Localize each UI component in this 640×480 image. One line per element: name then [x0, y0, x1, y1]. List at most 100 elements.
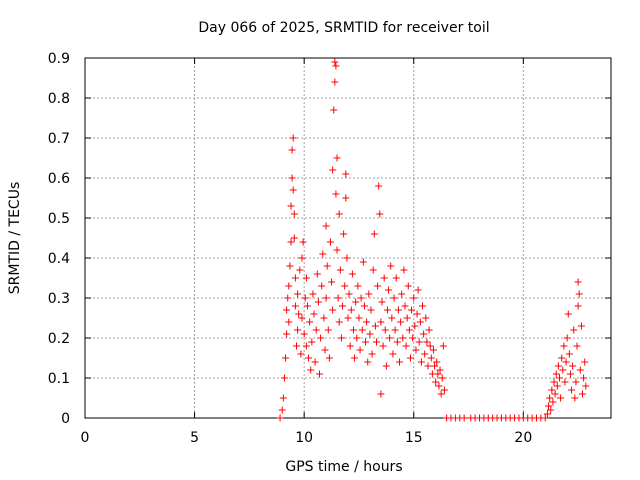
data-point [555, 374, 563, 382]
data-point [332, 190, 340, 198]
data-point [416, 318, 424, 326]
data-point [391, 326, 399, 334]
data-point [383, 306, 391, 314]
data-point [294, 326, 302, 334]
data-point [306, 318, 314, 326]
data-point [380, 274, 388, 282]
data-point [334, 294, 342, 302]
data-point [367, 306, 375, 314]
data-point [576, 366, 584, 374]
chart-title: Day 066 of 2025, SRMTID for receiver toi… [198, 20, 489, 36]
data-point [388, 314, 396, 322]
data-point [307, 366, 315, 374]
data-point [389, 350, 397, 358]
data-point [348, 270, 356, 278]
data-point [280, 374, 288, 382]
data-point [386, 334, 394, 342]
data-point [291, 274, 299, 282]
data-point [427, 354, 435, 362]
data-point [356, 346, 364, 354]
data-point [319, 250, 327, 258]
data-point [392, 274, 400, 282]
data-point [422, 314, 430, 322]
data-point [409, 334, 417, 342]
data-point [349, 326, 357, 334]
data-point [313, 270, 321, 278]
data-point [574, 278, 582, 286]
data-point [290, 234, 298, 242]
data-point [550, 378, 558, 386]
data-point [318, 282, 326, 290]
y-tick-label: 0.3 [48, 291, 70, 307]
data-point [363, 318, 371, 326]
data-point [292, 342, 300, 350]
data-point [351, 354, 359, 362]
data-point [433, 358, 441, 366]
data-point [330, 106, 338, 114]
y-tick-label: 0.4 [48, 251, 70, 267]
data-point [370, 230, 378, 238]
data-point [322, 294, 330, 302]
data-point [548, 386, 556, 394]
y-axis-label: SRMTID / TECUs [7, 182, 23, 295]
grid-lines [85, 58, 611, 418]
data-point [577, 322, 585, 330]
data-point [557, 394, 565, 402]
data-point [582, 382, 590, 390]
y-tick-label: 0 [61, 411, 70, 427]
data-point [287, 202, 295, 210]
data-point [403, 314, 411, 322]
data-point [390, 294, 398, 302]
data-point [289, 186, 297, 194]
y-tick-label: 0.6 [48, 171, 70, 187]
data-point [340, 230, 348, 238]
data-point [547, 406, 555, 414]
data-point [360, 302, 368, 310]
data-point [302, 342, 310, 350]
data-point [580, 374, 588, 382]
data-point [436, 366, 444, 374]
data-point [296, 266, 304, 274]
data-point [546, 394, 554, 402]
data-point [563, 334, 571, 342]
data-point [279, 394, 287, 402]
plot-frame [84, 57, 612, 419]
data-point [554, 362, 562, 370]
x-tick-label: 10 [295, 430, 313, 446]
data-point [560, 342, 568, 350]
data-point [283, 330, 291, 338]
data-point [553, 382, 561, 390]
data-point [300, 330, 308, 338]
data-point [573, 342, 581, 350]
data-point [394, 306, 402, 314]
data-point [558, 354, 566, 362]
data-point [342, 170, 350, 178]
data-point [374, 282, 382, 290]
data-point [415, 338, 423, 346]
data-point [329, 306, 337, 314]
data-point [285, 282, 293, 290]
data-point [335, 318, 343, 326]
data-point [574, 302, 582, 310]
data-point [408, 306, 416, 314]
data-point [336, 266, 344, 274]
data-point [302, 274, 310, 282]
data-point [341, 282, 349, 290]
data-point [581, 358, 589, 366]
data-point [362, 338, 370, 346]
data-point [346, 342, 354, 350]
data-point [397, 318, 405, 326]
data-point [568, 386, 576, 394]
y-tick-label: 0.7 [48, 131, 70, 147]
data-point [333, 154, 341, 162]
data-point [379, 342, 387, 350]
data-point [288, 174, 296, 182]
data-point [551, 390, 559, 398]
data-point [404, 282, 412, 290]
data-point [381, 326, 389, 334]
data-point [417, 358, 425, 366]
data-point [552, 370, 560, 378]
data-point [376, 210, 384, 218]
data-point [371, 322, 379, 330]
data-point [438, 374, 446, 382]
